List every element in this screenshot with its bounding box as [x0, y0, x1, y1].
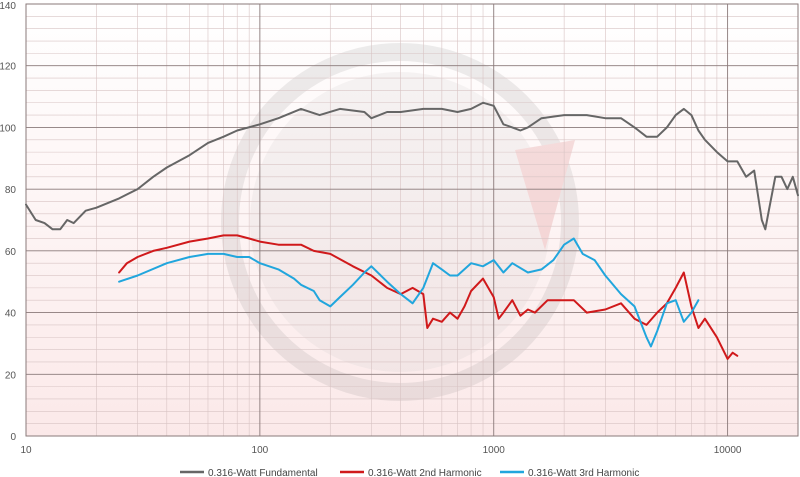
x-tick-label: 10000 [714, 445, 742, 456]
y-tick-label: 100 [0, 123, 16, 134]
legend-label-2: 0.316-Watt 2nd Harmonic [368, 468, 482, 477]
legend: 0.316-Watt Fundamental 0.316-Watt 2nd Har… [180, 468, 639, 477]
y-tick-label: 60 [5, 247, 17, 258]
minor-grid [26, 4, 798, 436]
y-tick-label: 20 [5, 370, 17, 381]
series-layer [25, 101, 799, 360]
y-tick-label: 40 [5, 309, 17, 320]
y-tick-label: 120 [0, 62, 16, 73]
series-line-1 [25, 101, 799, 231]
y-tick-label: 0 [10, 432, 16, 443]
major-grid [25, 3, 799, 437]
watermark-logo [221, 43, 579, 401]
x-tick-label: 100 [252, 445, 269, 456]
x-tick-label: 1000 [483, 445, 506, 456]
tick-labels: 0 20 40 60 80 100 120 140 10 100 1000 10000 [0, 1, 742, 456]
plot-background [26, 4, 798, 436]
x-tick-label: 10 [20, 445, 32, 456]
legend-label-1: 0.316-Watt Fundamental [208, 468, 318, 477]
series-line-3 [118, 237, 700, 348]
y-tick-label: 140 [0, 1, 16, 12]
legend-label-3: 0.316-Watt 3rd Harmonic [528, 468, 639, 477]
plot-frame [25, 3, 799, 437]
y-tick-label: 80 [5, 185, 17, 196]
